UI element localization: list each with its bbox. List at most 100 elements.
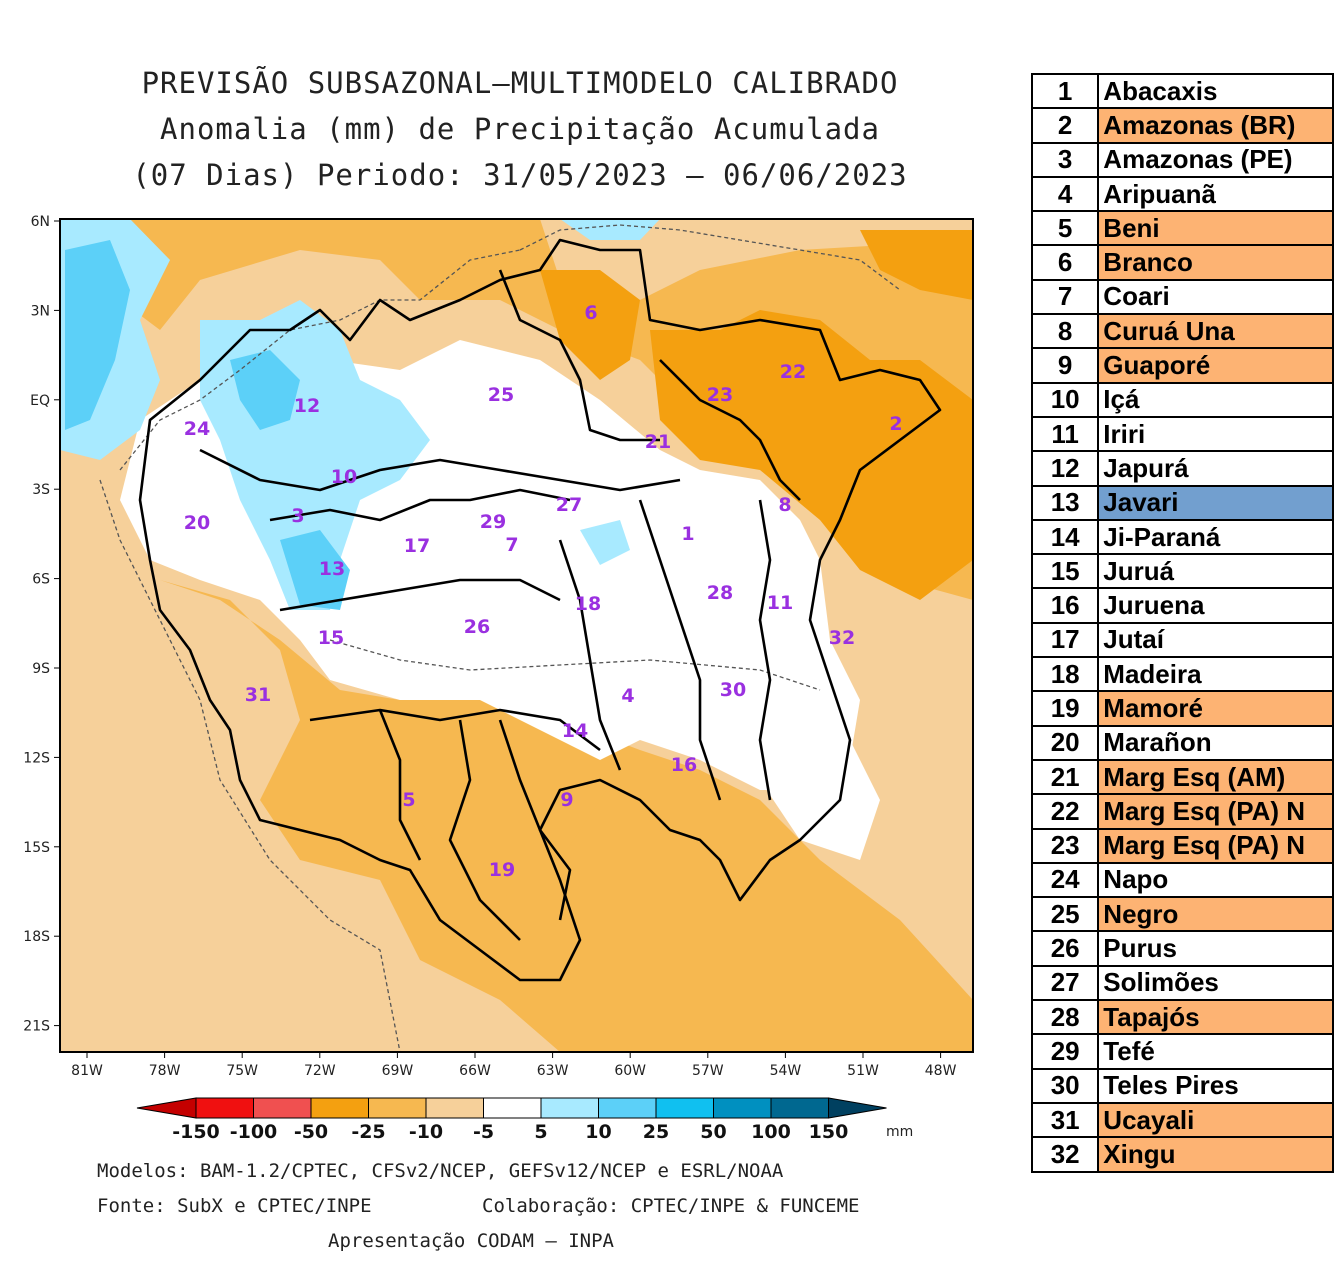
presentation-note: Apresentação CODAM — INPA — [328, 1230, 614, 1252]
legend-basin-number: 10 — [1030, 381, 1100, 418]
basin-number-label: 6 — [584, 302, 597, 324]
legend-row: 14 Ji-Paraná — [1030, 518, 1334, 556]
legend-row: 18 Madeira — [1030, 656, 1334, 693]
legend-row: 1 Abacaxis — [1030, 72, 1334, 110]
legend-basin-number: 22 — [1030, 793, 1100, 830]
legend-basin-number: 18 — [1030, 656, 1100, 693]
colorbar-tick-label: -50 — [294, 1121, 328, 1143]
colorbar-tick-label: -100 — [230, 1121, 278, 1143]
legend-row: 30 Teles Pires — [1030, 1067, 1334, 1104]
colorbar-tick-label: 10 — [585, 1121, 611, 1143]
basin-number-label: 30 — [720, 679, 746, 701]
lon-tick-label: 78W — [149, 1063, 181, 1079]
legend-row: 5 Beni — [1030, 210, 1334, 247]
legend-row: 25 Negro — [1030, 896, 1334, 933]
legend-basin-name: Napo — [1097, 861, 1334, 899]
map-title: PREVISÃO SUBSAZONAL—MULTIMODELO CALIBRAD… — [141, 66, 899, 100]
colorbar-tick-label: 50 — [700, 1121, 726, 1143]
legend-row: 24 Napo — [1030, 861, 1334, 899]
colorbar-tick-label: -25 — [351, 1121, 385, 1143]
colorbar-segment — [425, 1097, 484, 1119]
legend-basin-name: Juruena — [1097, 587, 1334, 624]
legend-row: 19 Mamoré — [1030, 690, 1334, 727]
lon-tick-label: 69W — [382, 1063, 414, 1079]
basin-number-label: 11 — [767, 592, 793, 614]
legend-basin-name: Marg Esq (PA) N — [1097, 793, 1334, 830]
colorbar-left-arrow — [136, 1097, 197, 1119]
basin-number-label: 23 — [707, 384, 733, 406]
legend-basin-name: Jutaí — [1097, 621, 1334, 659]
legend-row: 12 Japurá — [1030, 450, 1334, 487]
legend-basin-number: 20 — [1030, 724, 1100, 761]
legend-row: 31 Ucayali — [1030, 1101, 1334, 1139]
lat-tick-label: EQ — [30, 393, 50, 409]
basin-outline — [279, 578, 561, 612]
map-subtitle: Anomalia (mm) de Precipitação Acumulada — [160, 112, 880, 146]
legend-basin-name: Aripuanã — [1097, 175, 1334, 213]
anomaly-field-wet-strong — [280, 530, 350, 610]
lon-tick-label: 75W — [226, 1063, 258, 1079]
basin-outline — [498, 719, 572, 921]
legend-row: 7 Coari — [1030, 278, 1334, 316]
legend-basin-number: 27 — [1030, 964, 1100, 1002]
basin-number-label: 28 — [707, 582, 733, 604]
colorbar-segment — [195, 1097, 254, 1119]
lat-tick-label: 12S — [23, 750, 50, 766]
colorbar-unit: mm — [886, 1124, 913, 1140]
legend-row: 10 Içá — [1030, 381, 1334, 418]
legend-basin-name: Içá — [1097, 381, 1334, 418]
colorbar-segment — [368, 1097, 427, 1119]
country-border — [99, 479, 401, 1052]
lat-tick-label: 3S — [32, 482, 50, 498]
legend-row: 4 Aripuanã — [1030, 175, 1334, 213]
legend-basin-number: 26 — [1030, 930, 1100, 967]
legend-basin-number: 5 — [1030, 210, 1100, 247]
legend-basin-number: 19 — [1030, 690, 1100, 727]
legend-row: 16 Juruena — [1030, 587, 1334, 624]
lat-tick-label: 18S — [23, 929, 50, 945]
legend-row: 6 Branco — [1030, 244, 1334, 281]
colorbar-segment — [770, 1097, 829, 1119]
lon-tick-label: 81W — [71, 1063, 103, 1079]
colorbar-tick-label: 25 — [643, 1121, 669, 1143]
legend-basin-name: Coari — [1097, 278, 1334, 316]
country-border — [119, 249, 521, 471]
basin-outline — [378, 709, 422, 861]
lat-tick-label: 6N — [31, 214, 50, 230]
basin-outline — [758, 499, 772, 801]
colorbar-tick-label: 150 — [809, 1121, 849, 1143]
basin-number-label: 29 — [480, 511, 506, 533]
basin-number-label: 3 — [291, 505, 304, 527]
legend-basin-name: Purus — [1097, 930, 1334, 967]
basin-outline — [659, 359, 801, 501]
anomaly-field-wet-strong — [230, 350, 300, 430]
lon-tick-label: 72W — [304, 1063, 336, 1079]
legend-basin-number: 11 — [1030, 415, 1100, 453]
legend-row: 3 Amazonas (PE) — [1030, 141, 1334, 178]
legend-basin-number: 4 — [1030, 175, 1100, 213]
anomaly-field-dark — [860, 230, 973, 300]
colorbar-segment — [713, 1097, 772, 1119]
legend-row: 23 Marg Esq (PA) N — [1030, 827, 1334, 864]
legend-row: 9 Guaporé — [1030, 347, 1334, 384]
basin-number-label: 25 — [488, 384, 514, 406]
legend-basin-name: Branco — [1097, 244, 1334, 281]
legend-basin-name: Japurá — [1097, 450, 1334, 487]
colorbar-segment — [598, 1097, 657, 1119]
legend-basin-name: Javari — [1097, 484, 1334, 521]
legend-basin-number: 16 — [1030, 587, 1100, 624]
legend-basin-name: Tapajós — [1097, 999, 1334, 1036]
legend-basin-name: Guaporé — [1097, 347, 1334, 384]
basin-number-label: 13 — [319, 558, 345, 580]
legend-basin-number: 7 — [1030, 278, 1100, 316]
map-frame — [59, 218, 974, 1053]
colorbar-segment — [655, 1097, 714, 1119]
basin-number-label: 5 — [402, 789, 415, 811]
lon-tick-label: 48W — [925, 1063, 957, 1079]
legend-basin-number: 3 — [1030, 141, 1100, 178]
colorbar-ticks: -150 -100 -50 -25 -10 -5 5 10 25 50 100 150 — [172, 1121, 848, 1143]
legend-basin-number: 6 — [1030, 244, 1100, 281]
legend-basin-number: 25 — [1030, 896, 1100, 933]
colorbar-segment — [540, 1097, 599, 1119]
